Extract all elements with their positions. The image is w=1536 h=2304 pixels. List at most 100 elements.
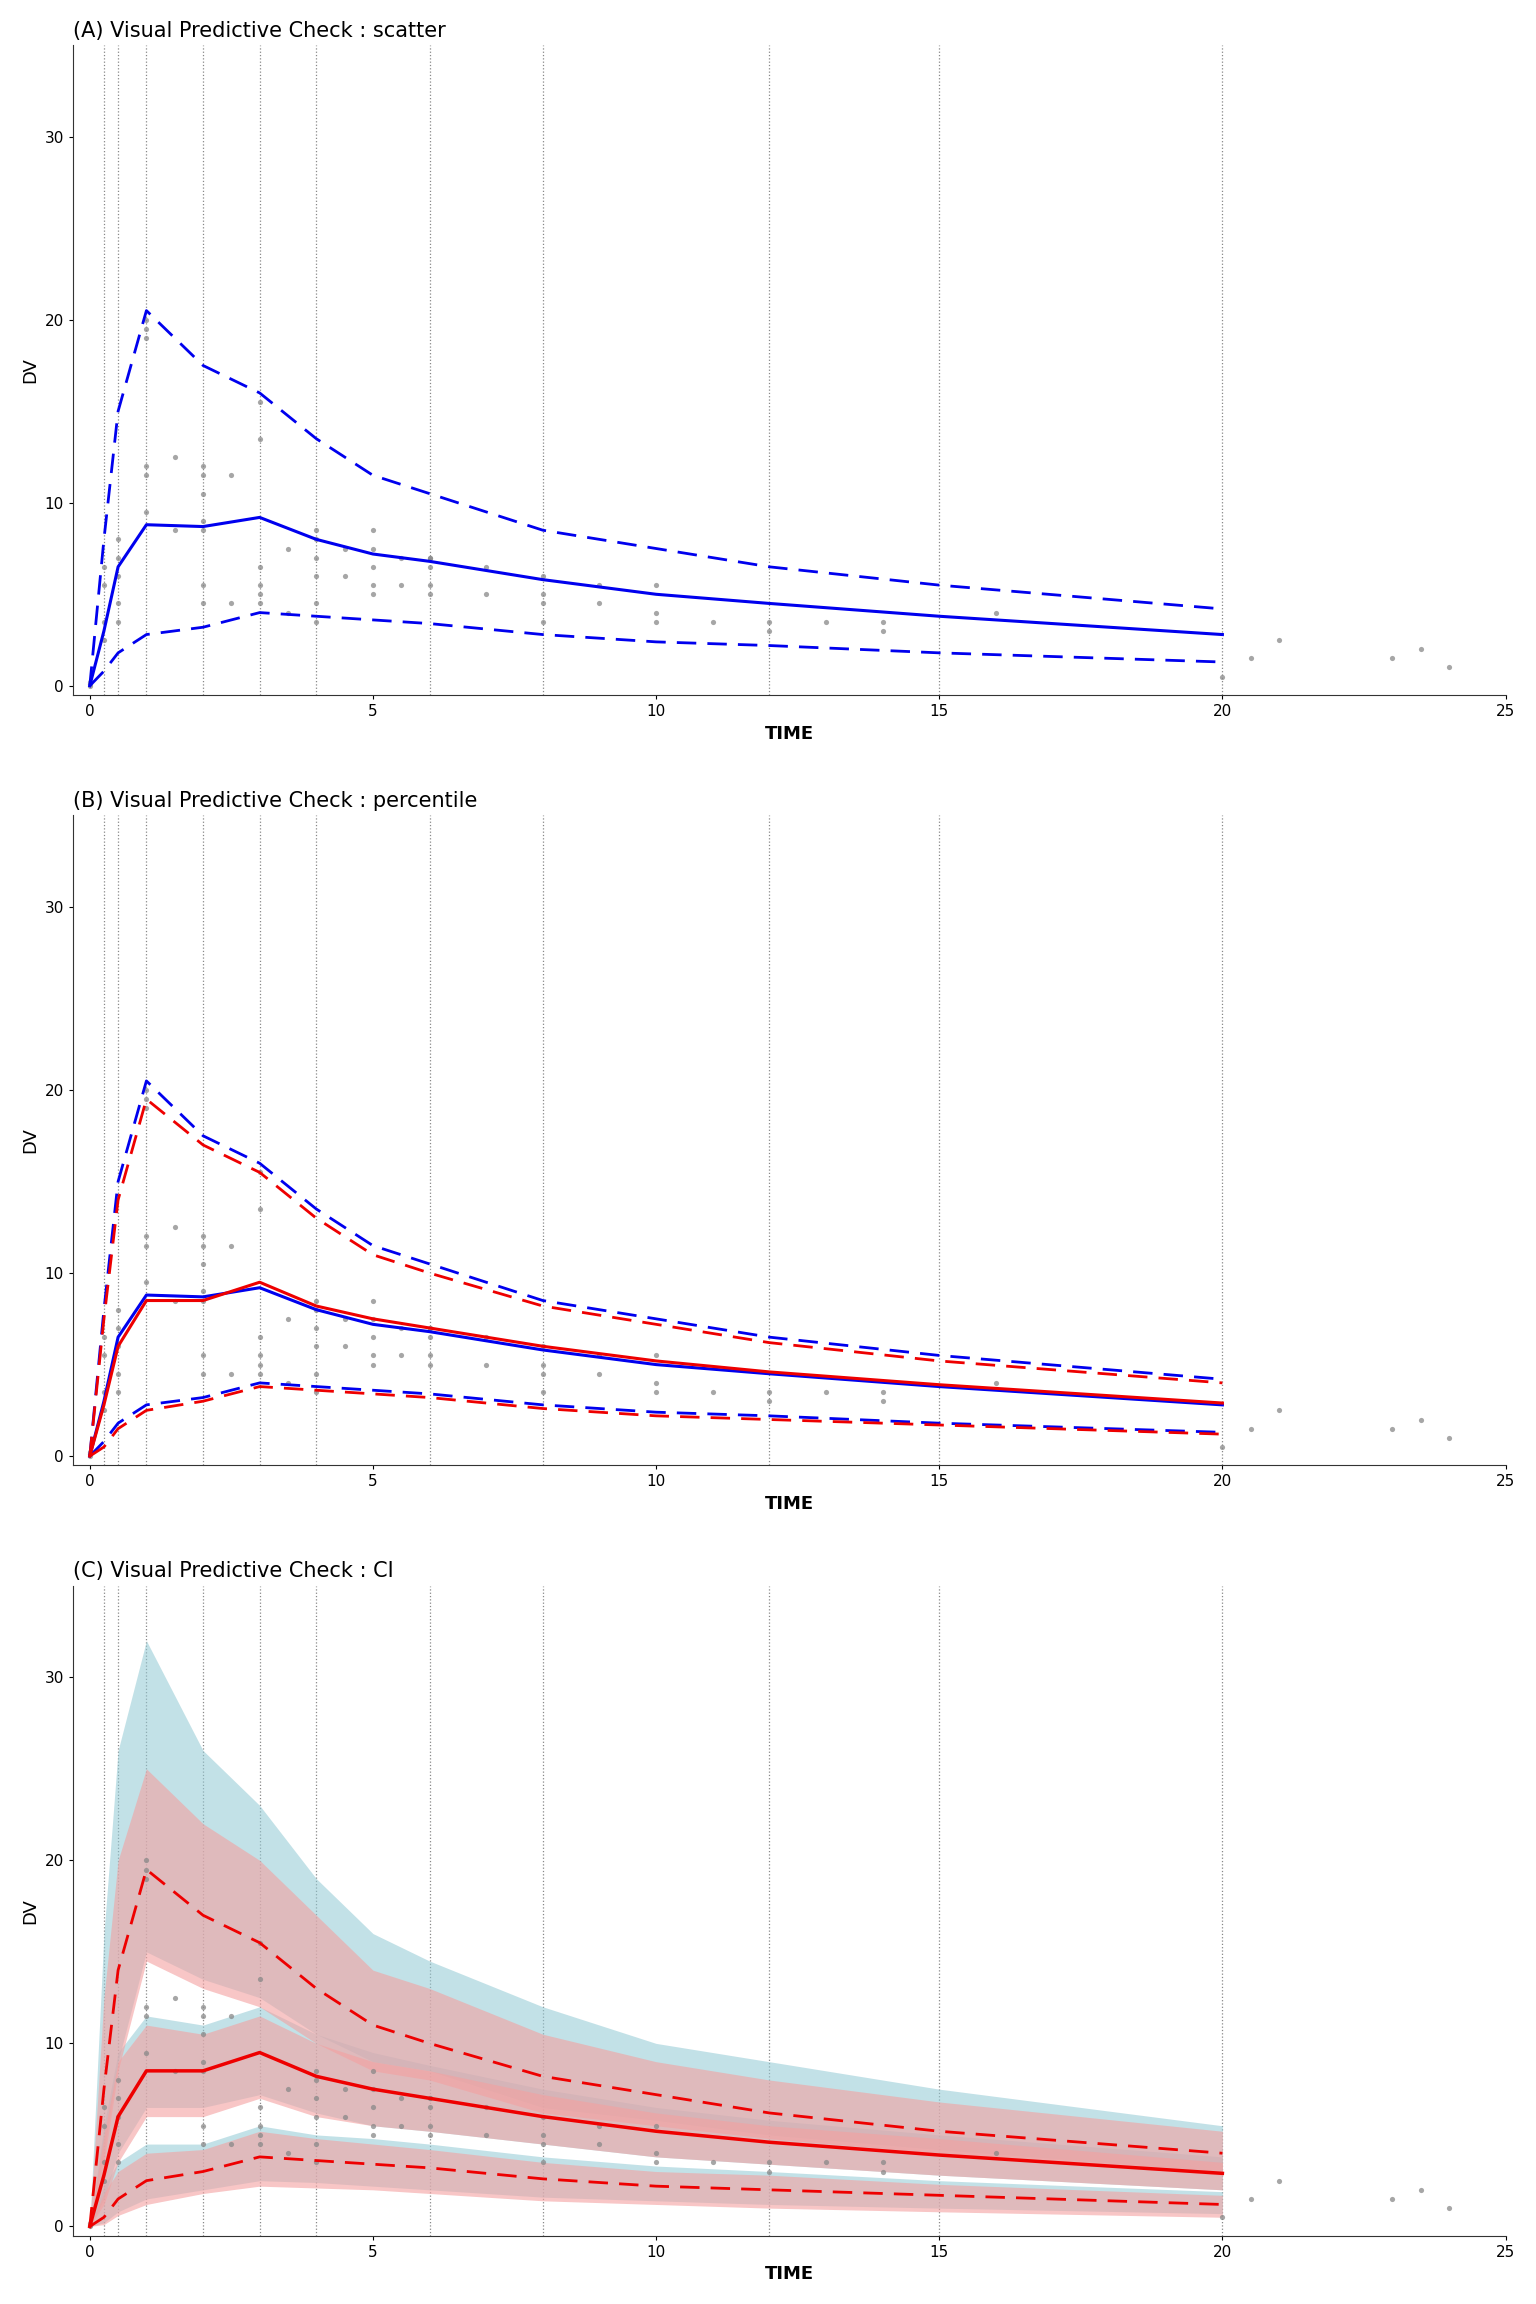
Point xyxy=(247,2090,272,2127)
X-axis label: TIME: TIME xyxy=(765,1495,814,1514)
Point xyxy=(587,585,611,622)
Point xyxy=(275,530,300,567)
Point xyxy=(361,1318,386,1355)
Point xyxy=(1436,2189,1461,2226)
Point xyxy=(332,1327,356,1364)
Point xyxy=(106,1327,131,1364)
Point xyxy=(247,1346,272,1382)
Point xyxy=(530,2127,554,2163)
Point xyxy=(1238,1410,1263,1447)
Point xyxy=(106,604,131,641)
Point xyxy=(871,613,895,650)
Point xyxy=(92,548,117,585)
Point xyxy=(275,594,300,631)
Point xyxy=(163,438,187,475)
Point xyxy=(1409,631,1433,668)
Point xyxy=(644,1364,668,1401)
Point xyxy=(106,2062,131,2099)
Point xyxy=(92,604,117,641)
Point xyxy=(134,1998,158,2034)
Point xyxy=(220,585,244,622)
Point xyxy=(530,2099,554,2136)
Point xyxy=(134,302,158,339)
Point xyxy=(418,1309,442,1346)
Point xyxy=(1267,1392,1292,1428)
Point xyxy=(190,1228,215,1265)
X-axis label: TIME: TIME xyxy=(765,2265,814,2283)
Point xyxy=(190,475,215,511)
Point xyxy=(220,1228,244,1265)
Point xyxy=(418,1309,442,1346)
Point xyxy=(190,1998,215,2034)
Point xyxy=(814,604,839,641)
Point xyxy=(361,2117,386,2154)
Point xyxy=(1436,1419,1461,1456)
Point xyxy=(134,1265,158,1302)
Point xyxy=(247,576,272,613)
Point xyxy=(757,2145,782,2182)
Point xyxy=(1409,2170,1433,2207)
Point xyxy=(983,1364,1008,1401)
Point xyxy=(247,419,272,456)
Point xyxy=(757,2152,782,2189)
Point xyxy=(644,567,668,604)
Point xyxy=(106,1373,131,1410)
Point xyxy=(190,502,215,539)
Point xyxy=(304,2145,329,2182)
Point xyxy=(332,2099,356,2136)
Point xyxy=(247,1336,272,1373)
Point xyxy=(332,1299,356,1336)
Point xyxy=(106,1309,131,1346)
Point xyxy=(530,604,554,641)
Point xyxy=(1379,641,1404,677)
Point xyxy=(304,511,329,548)
Point xyxy=(190,1219,215,1256)
Point xyxy=(418,2081,442,2117)
Point xyxy=(418,567,442,604)
Point xyxy=(1210,2198,1235,2235)
Point xyxy=(644,1373,668,1410)
Point xyxy=(134,1090,158,1127)
Point xyxy=(983,594,1008,631)
Point xyxy=(418,2081,442,2117)
Point xyxy=(247,385,272,422)
Point xyxy=(106,2127,131,2163)
Point xyxy=(361,530,386,567)
Point xyxy=(134,320,158,357)
Point xyxy=(106,2099,131,2136)
Point xyxy=(418,539,442,576)
Point xyxy=(1238,2180,1263,2216)
Point xyxy=(247,548,272,585)
Point xyxy=(77,1438,101,1475)
Point xyxy=(361,1299,386,1336)
Point xyxy=(1267,622,1292,659)
Point xyxy=(92,1373,117,1410)
Point xyxy=(530,576,554,613)
Point xyxy=(871,1382,895,1419)
Point xyxy=(106,585,131,622)
Point xyxy=(304,585,329,622)
Point xyxy=(134,1081,158,1117)
Point xyxy=(190,1336,215,1373)
Point xyxy=(275,1299,300,1336)
Point xyxy=(644,2145,668,2182)
Point xyxy=(644,594,668,631)
Point xyxy=(389,567,413,604)
Point xyxy=(361,1346,386,1382)
Point xyxy=(106,2145,131,2182)
Text: (C) Visual Predictive Check : CI: (C) Visual Predictive Check : CI xyxy=(72,1562,393,1581)
Point xyxy=(190,567,215,604)
Y-axis label: DV: DV xyxy=(22,1898,38,1924)
Point xyxy=(304,521,329,558)
Point xyxy=(92,622,117,659)
Point xyxy=(247,1961,272,1998)
Point xyxy=(1210,1428,1235,1465)
Point xyxy=(106,2081,131,2117)
Point xyxy=(983,2136,1008,2173)
Point xyxy=(814,1373,839,1410)
Point xyxy=(190,2108,215,2145)
Point xyxy=(757,1373,782,1410)
Point xyxy=(134,1850,158,1887)
Point xyxy=(361,2090,386,2127)
Point xyxy=(418,2108,442,2145)
